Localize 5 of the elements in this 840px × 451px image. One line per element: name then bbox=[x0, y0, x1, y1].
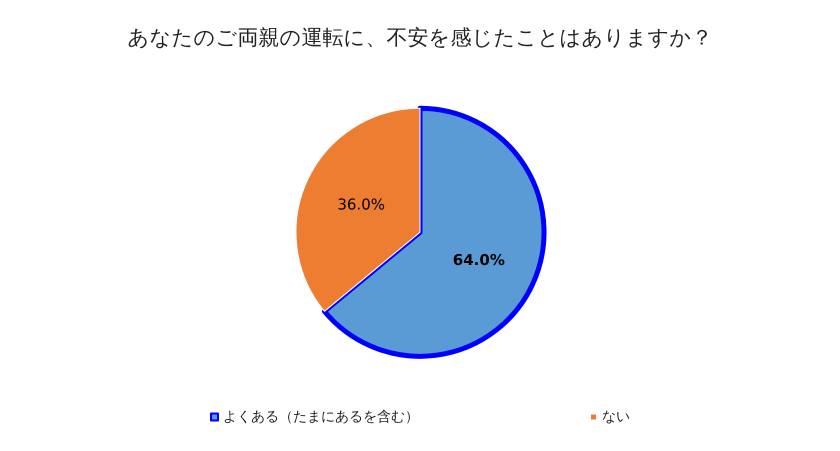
legend-label: よくある（たまにあるを含む） bbox=[223, 409, 419, 425]
data-label: 64.0% bbox=[452, 250, 505, 269]
data-label: 36.0% bbox=[337, 196, 386, 214]
chart-title: あなたのご両親の運転に、不安を感じたことはありますか？ bbox=[128, 26, 712, 50]
legend-label: ない bbox=[602, 409, 630, 425]
